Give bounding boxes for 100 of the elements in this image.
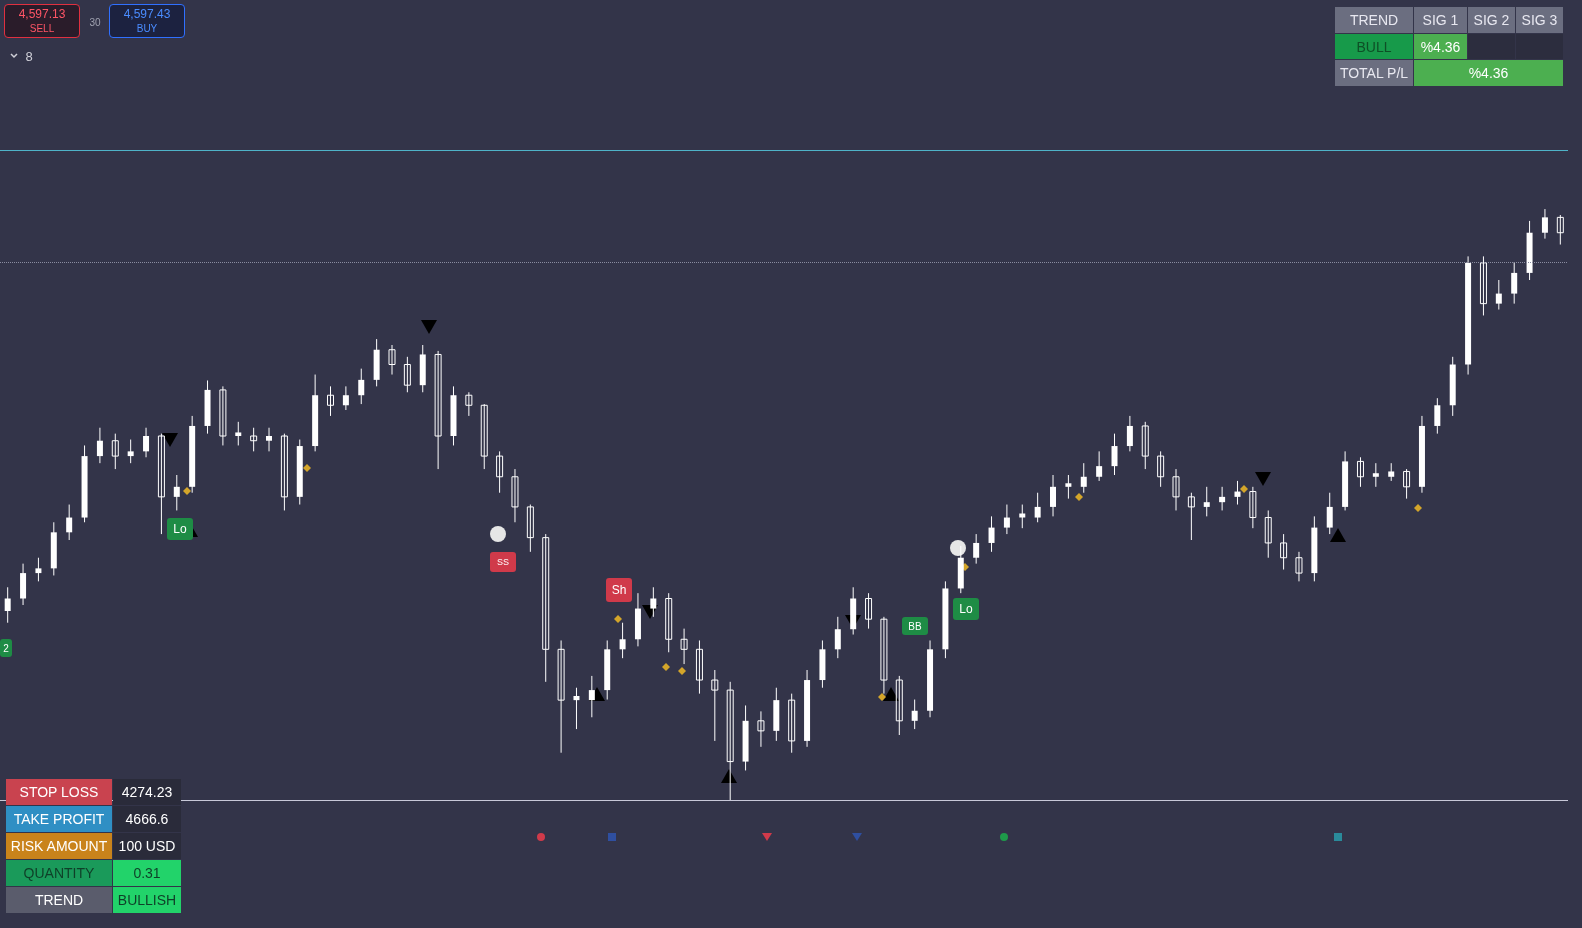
candlestick <box>1065 474 1072 500</box>
candlestick <box>1295 551 1303 582</box>
candlestick <box>1479 255 1487 316</box>
candlestick <box>588 675 595 718</box>
candlestick <box>1080 462 1087 494</box>
candlestick <box>1034 492 1041 523</box>
candlestick <box>327 385 335 417</box>
candlestick <box>111 433 119 470</box>
text: BULLISH <box>113 887 181 913</box>
candlestick <box>1050 474 1057 517</box>
candlestick <box>1126 415 1133 452</box>
candlestick <box>250 427 258 452</box>
candlestick <box>403 356 411 393</box>
candlestick <box>127 439 134 464</box>
text: TAKE PROFIT <box>6 806 112 832</box>
candlestick <box>1172 468 1180 511</box>
candlestick <box>434 350 442 470</box>
text: SIG 1 <box>1414 7 1467 33</box>
text: %4.36 <box>1414 60 1563 86</box>
candlestick <box>1434 397 1441 435</box>
candlestick <box>235 421 242 446</box>
candlestick <box>650 586 657 618</box>
candlestick <box>542 533 550 683</box>
candlestick <box>96 427 103 464</box>
candlestick <box>1219 486 1226 511</box>
text: SIG 3 <box>1516 7 1563 33</box>
candlestick <box>834 616 841 659</box>
candlestick <box>1372 462 1379 488</box>
candlestick <box>788 693 796 754</box>
candlestick <box>1495 279 1502 311</box>
candlestick <box>1511 261 1518 305</box>
candlestick <box>619 622 626 659</box>
candlestick <box>266 427 273 452</box>
candlestick <box>66 504 73 541</box>
text: 4,597.13 <box>17 7 67 21</box>
text: TREND <box>1335 7 1413 33</box>
candlestick <box>342 385 349 411</box>
text: SIG 2 <box>1468 7 1515 33</box>
candlestick <box>1187 492 1195 541</box>
candlestick <box>1096 450 1103 482</box>
annotation: 4274.23 <box>113 779 181 805</box>
candlestick <box>757 710 765 748</box>
candlestick <box>1356 456 1364 488</box>
candlestick <box>1019 504 1026 529</box>
candlestick <box>511 468 519 523</box>
candlestick <box>680 628 688 665</box>
candlestick <box>1203 486 1210 517</box>
candlestick <box>526 504 534 553</box>
candlestick <box>1280 533 1288 571</box>
text: 100 USD <box>113 833 181 859</box>
annotation: Lo <box>167 518 193 540</box>
candlestick <box>557 639 565 754</box>
text: BUY <box>135 22 159 34</box>
candlestick <box>1157 450 1165 488</box>
annotation: SS <box>490 552 516 572</box>
annotation: Lo <box>953 598 979 620</box>
candlestick <box>4 586 11 624</box>
text: QUANTITY <box>6 860 112 886</box>
text: 0.31 <box>113 860 181 886</box>
candlestick <box>219 385 227 446</box>
candlestick <box>988 515 995 553</box>
candlestick <box>173 474 180 511</box>
candlestick <box>1556 214 1564 246</box>
candlestick <box>911 699 918 730</box>
text: TREND <box>6 887 112 913</box>
candlestick <box>1141 421 1149 470</box>
candlestick <box>1326 492 1333 535</box>
candlestick <box>280 433 288 511</box>
candlestick <box>480 403 488 470</box>
candlestick <box>973 533 980 565</box>
candlestick <box>388 344 396 376</box>
annotation: STOP LOSS <box>6 779 112 805</box>
text: 4666.6 <box>113 806 181 832</box>
candlestick <box>35 557 42 582</box>
candlestick <box>573 687 580 730</box>
candlestick <box>895 675 903 736</box>
candlestick <box>1003 504 1010 535</box>
text: 4,597.43 <box>122 7 172 21</box>
annotation: Sh <box>606 578 632 602</box>
candlestick <box>143 427 150 458</box>
candlestick <box>1264 509 1272 559</box>
candlestick <box>1111 433 1118 476</box>
annotation: 2 <box>0 639 12 657</box>
candlestick <box>465 391 473 417</box>
candlestick <box>496 450 504 494</box>
text: %4.36 <box>1414 34 1467 59</box>
candlestick <box>358 368 365 405</box>
candlestick <box>726 681 734 801</box>
text: BULL <box>1335 34 1413 59</box>
annotation: BB <box>902 617 928 635</box>
candlestick <box>695 639 703 695</box>
text: 8 <box>24 48 34 64</box>
text: RISK AMOUNT <box>6 833 112 859</box>
text: SELL <box>28 22 56 34</box>
candlestick <box>711 669 719 742</box>
candlestick <box>1403 468 1411 500</box>
candlestick <box>865 592 873 630</box>
candlestick <box>665 592 673 653</box>
candlestick <box>157 433 165 535</box>
candlestick <box>1541 208 1548 240</box>
